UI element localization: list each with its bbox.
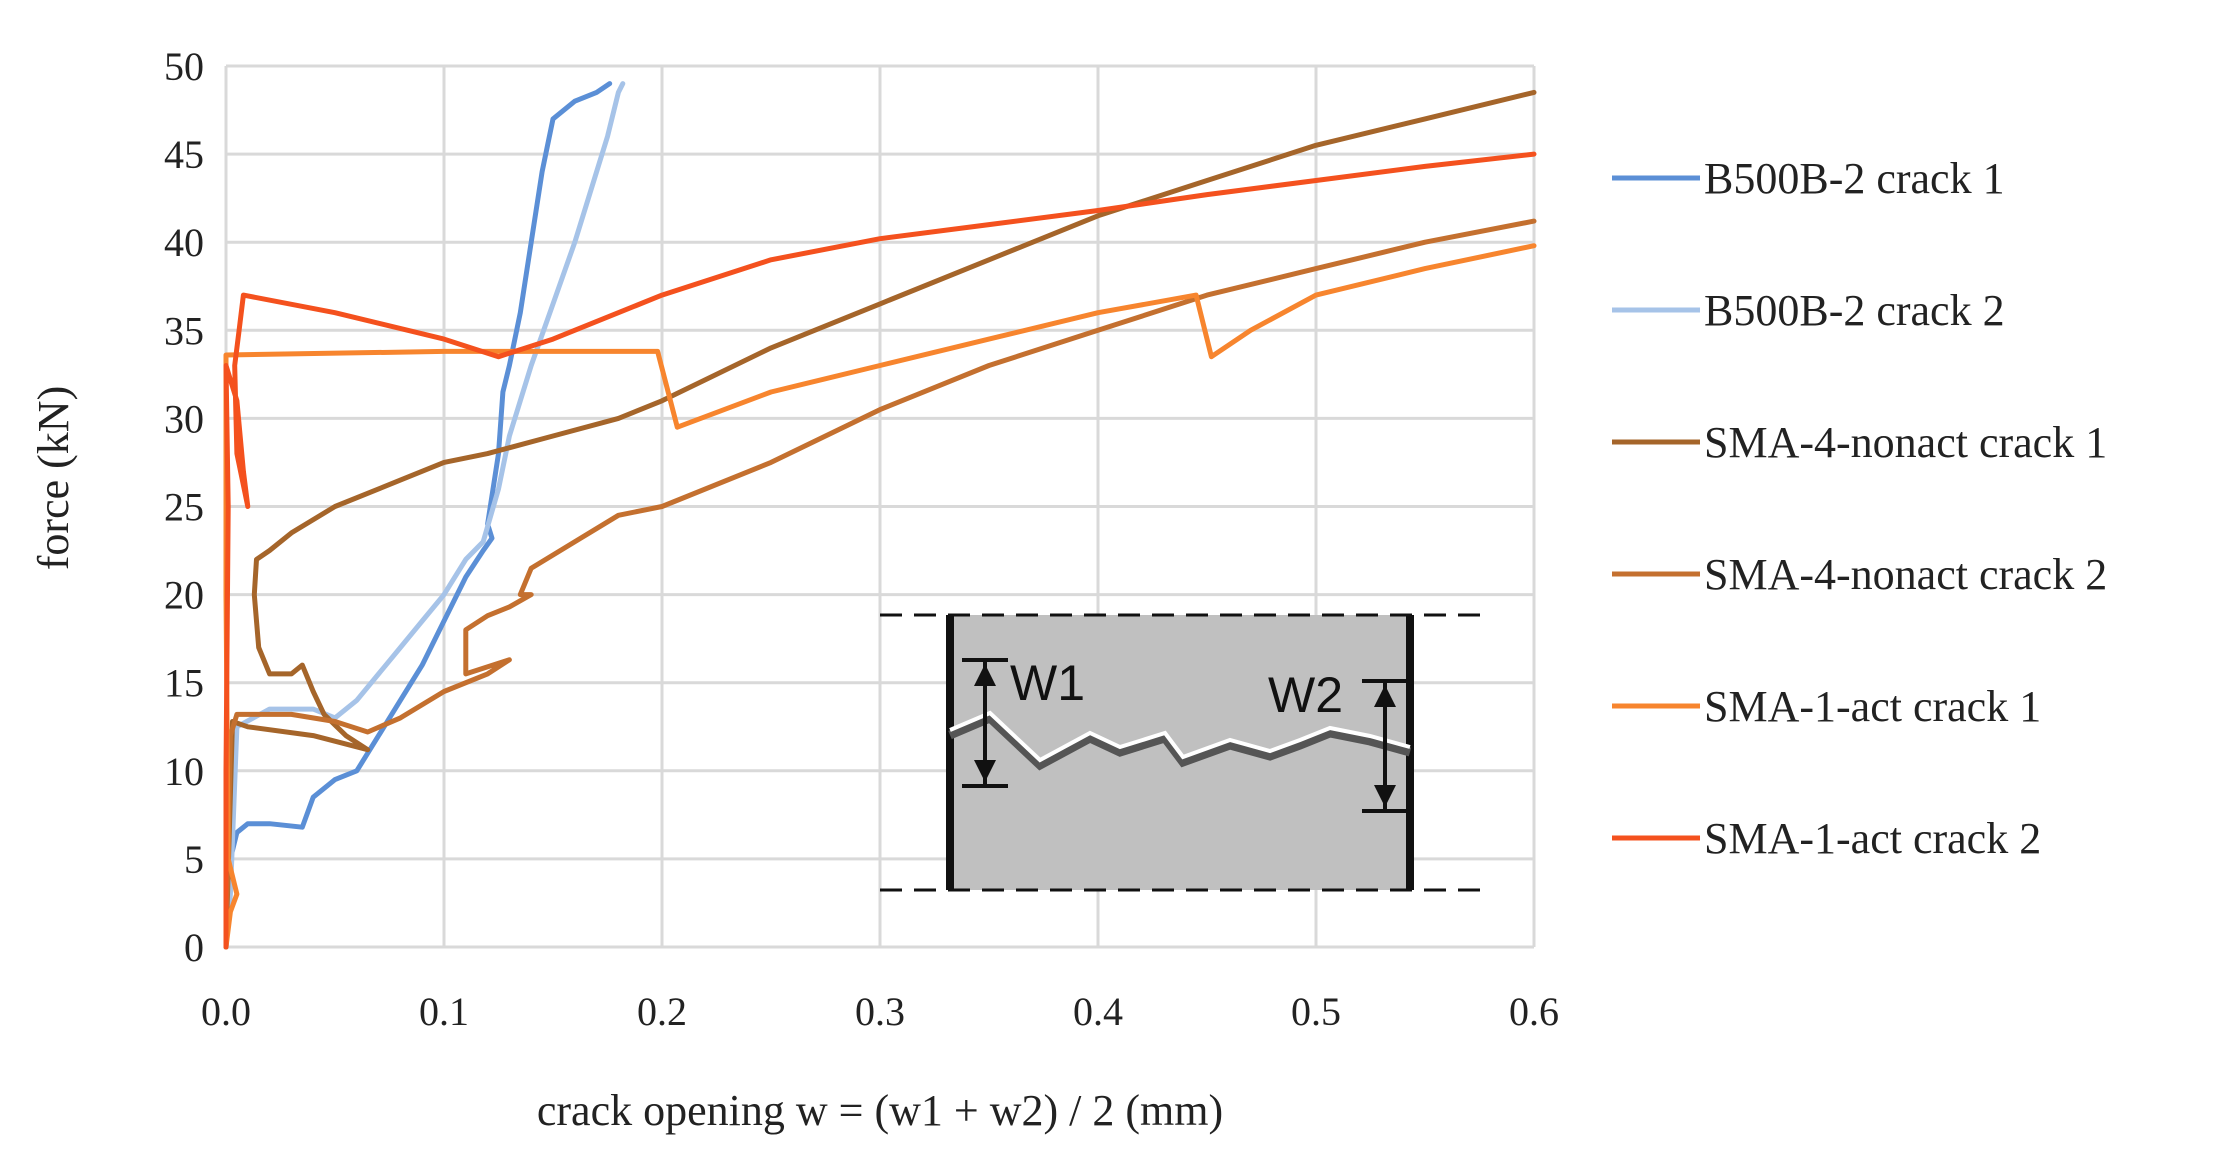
- x-tick-label: 0.1: [419, 989, 469, 1034]
- x-tick-label: 0.2: [637, 989, 687, 1034]
- y-tick-label: 10: [164, 749, 204, 794]
- inset-crack-line: [949, 710, 1411, 763]
- x-tick-label: 0.6: [1509, 989, 1559, 1034]
- series-line-6: [223, 151, 1537, 950]
- series-line-2: [223, 81, 626, 950]
- x-tick-label: 0.5: [1291, 989, 1341, 1034]
- legend-label: SMA-1-act crack 2: [1704, 814, 2041, 863]
- y-axis-label: force (kN): [29, 386, 78, 570]
- x-tick-label: 0.3: [855, 989, 905, 1034]
- series-line-3: [223, 89, 1537, 950]
- series-line-4: [223, 218, 1537, 950]
- y-tick-label: 5: [184, 837, 204, 882]
- axes: 0 5 10 15 20 25 30 35 40 45 50 0.0 0.1 0.2 0.3 0.4 0.5 0.…: [164, 44, 1559, 1034]
- y-tick-label: 0: [184, 925, 204, 970]
- legend: B500B-2 crack 1 B500B-2 crack 2 SMA-4-nona…: [1612, 154, 2107, 863]
- x-tick-label: 0.0: [201, 989, 251, 1034]
- y-tick-label: 50: [164, 44, 204, 89]
- series-line-1: [223, 81, 613, 950]
- y-tick-label: 25: [164, 485, 204, 530]
- legend-label: B500B-2 crack 2: [1704, 286, 2005, 335]
- w2-arrow: [1362, 679, 1408, 813]
- x-axis-label: crack opening w = (w1 + w2) / 2 (mm): [537, 1086, 1223, 1135]
- series-group: [223, 81, 1537, 950]
- legend-label: SMA-4-nonact crack 1: [1704, 418, 2107, 467]
- y-tick-label: 30: [164, 396, 204, 441]
- w1-arrow: [962, 658, 1008, 788]
- y-tick-label: 35: [164, 308, 204, 353]
- inset-crack-shadow: [948, 712, 1412, 771]
- legend-label: SMA-1-act crack 1: [1704, 682, 2041, 731]
- legend-label: SMA-4-nonact crack 2: [1704, 550, 2107, 599]
- crack-inset-diagram: W1 W2: [880, 613, 1480, 892]
- legend-label: B500B-2 crack 1: [1704, 154, 2005, 203]
- x-tick-label: 0.4: [1073, 989, 1123, 1034]
- y-tick-label: 20: [164, 573, 204, 618]
- y-tick-label: 45: [164, 132, 204, 177]
- y-tick-label: 15: [164, 661, 204, 706]
- inset-label-w1: W1: [1010, 655, 1085, 711]
- y-tick-label: 40: [164, 220, 204, 265]
- inset-label-w2: W2: [1268, 667, 1343, 723]
